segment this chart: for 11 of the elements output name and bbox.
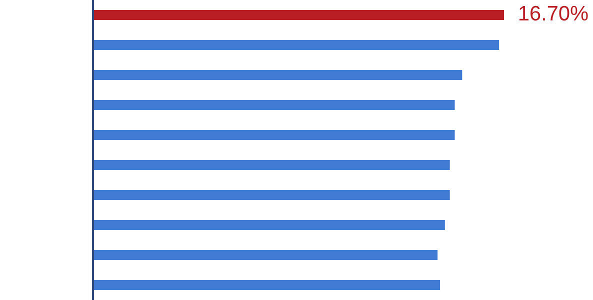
bar	[93, 10, 504, 20]
bar	[93, 130, 455, 140]
bar	[93, 190, 450, 200]
data-label: 16.70%	[519, 6, 588, 21]
bar	[93, 70, 462, 80]
bar	[93, 100, 455, 110]
bar	[93, 220, 445, 230]
bar	[93, 160, 450, 170]
bar	[93, 280, 440, 290]
bar	[93, 40, 500, 50]
bar	[93, 250, 438, 260]
